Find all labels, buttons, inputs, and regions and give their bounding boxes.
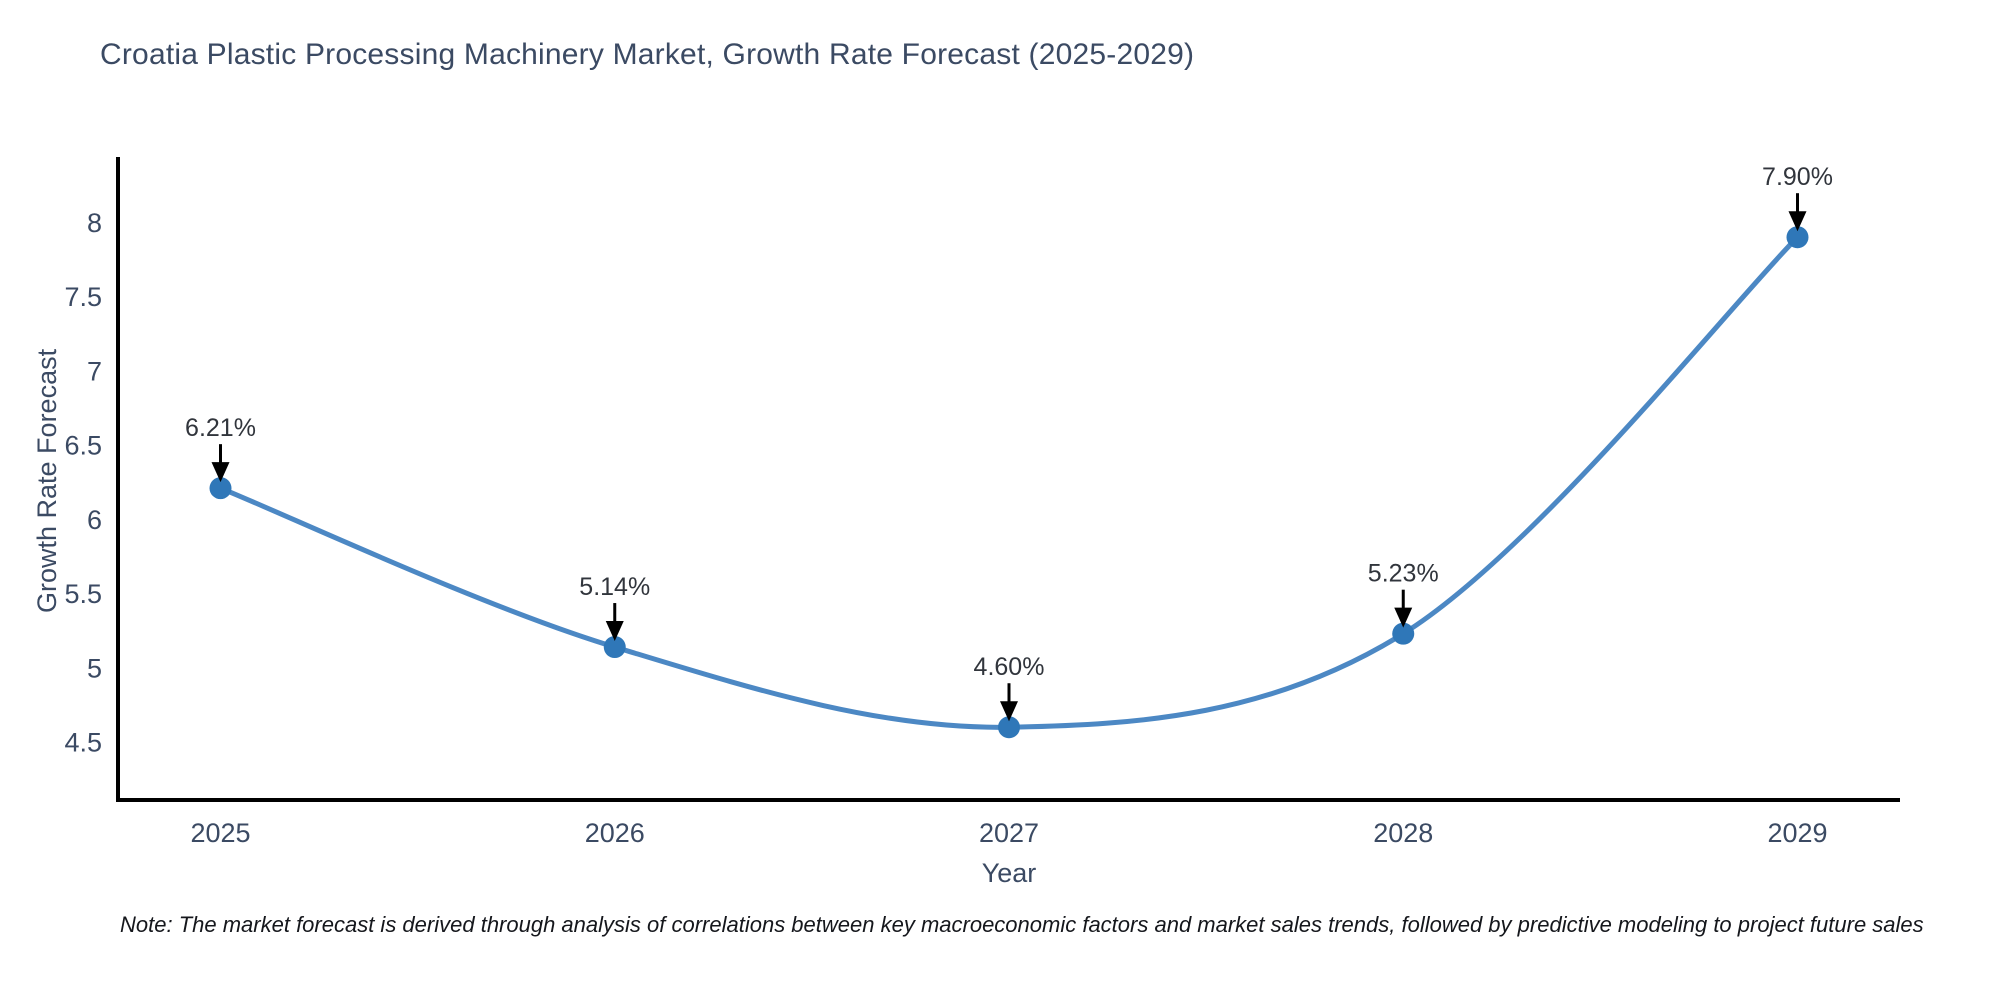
data-point-label: 5.14% (579, 573, 650, 601)
annotation-arrow-head (211, 462, 230, 483)
y-tick-label: 7.5 (64, 282, 102, 312)
y-tick-label: 5 (87, 653, 102, 683)
annotation-arrow-head (605, 621, 624, 642)
data-point-marker (998, 716, 1020, 739)
x-tick-label: 2027 (979, 818, 1039, 848)
x-tick-label: 2026 (585, 818, 645, 848)
data-point-label: 5.23% (1368, 560, 1439, 588)
data-point-label: 6.21% (185, 414, 256, 442)
x-tick-label: 2029 (1767, 818, 1827, 848)
annotation-arrow-head (1394, 607, 1413, 628)
x-axis-title: Year (981, 858, 1037, 888)
chart-title: Croatia Plastic Processing Machinery Mar… (100, 38, 1195, 71)
y-axis-title: Growth Rate Forecast (32, 348, 62, 613)
y-tick-label: 5.5 (64, 579, 102, 609)
data-point-marker (1392, 622, 1415, 645)
y-tick-label: 6 (87, 505, 102, 535)
data-point-marker (1786, 226, 1809, 249)
data-point-label: 7.90% (1762, 163, 1833, 191)
annotation-arrow-head (1000, 701, 1018, 722)
data-point-label: 4.60% (974, 653, 1045, 681)
footnote: Note: The market forecast is derived thr… (120, 912, 1924, 937)
annotation-arrow-head (1788, 211, 1807, 232)
y-tick-label: 7 (87, 356, 102, 386)
y-tick-label: 4.5 (64, 728, 102, 758)
data-point-marker (603, 636, 626, 659)
data-point-marker (209, 477, 232, 500)
x-tick-label: 2025 (190, 818, 250, 848)
y-tick-label: 6.5 (64, 431, 102, 461)
x-tick-label: 2028 (1373, 818, 1433, 848)
y-tick-label: 8 (87, 208, 102, 238)
